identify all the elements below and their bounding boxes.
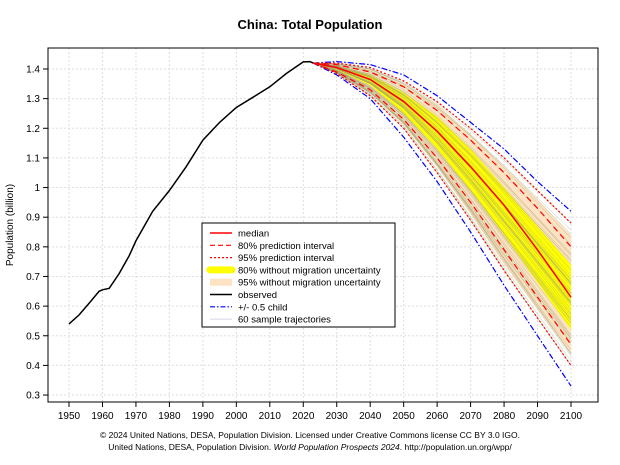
y-tick-label: 0.9 <box>26 213 40 224</box>
legend-label: 80% prediction interval <box>238 241 334 252</box>
footer-line-1: © 2024 United Nations, DESA, Population … <box>100 430 520 440</box>
sample-trajectory <box>313 62 572 355</box>
y-tick-label: 1.1 <box>26 153 40 164</box>
x-tick-label: 1970 <box>125 411 148 422</box>
x-tick-label: 2040 <box>359 411 382 422</box>
x-tick-label: 2000 <box>225 411 248 422</box>
sample-trajectory <box>313 62 572 324</box>
sample-trajectory <box>313 62 572 260</box>
sample-trajectory <box>313 62 572 224</box>
x-tick-label: 1950 <box>58 411 81 422</box>
observed-line <box>68 60 314 325</box>
x-tick-label: 2010 <box>259 411 282 422</box>
median-line <box>313 62 572 298</box>
y-tick-label: 0.3 <box>26 391 40 402</box>
legend-label: median <box>238 229 269 240</box>
chart-title: China: Total Population <box>238 17 383 32</box>
sample-trajectory <box>313 62 572 256</box>
legend-label: 95% prediction interval <box>238 253 334 264</box>
y-tick-label: 0.6 <box>26 302 40 313</box>
y-axis-label: Population (billion) <box>5 184 16 266</box>
y-tick-label: 0.4 <box>26 361 40 372</box>
x-tick-label: 2020 <box>292 411 315 422</box>
sample-trajectory <box>313 62 572 328</box>
y-tick-label: 1.3 <box>26 94 40 105</box>
legend-label: 60 sample trajectories <box>238 315 331 326</box>
sample-trajectory <box>313 62 572 320</box>
x-tick-label: 1980 <box>158 411 181 422</box>
x-tick-label: 2070 <box>459 411 482 422</box>
legend-label: 80% without migration uncertainty <box>238 265 381 276</box>
y-tick-label: 1 <box>34 183 40 194</box>
x-tick-label: 2080 <box>493 411 516 422</box>
x-tick-label: 1990 <box>192 411 215 422</box>
legend-label: observed <box>238 290 277 301</box>
pi80-upper-line <box>313 62 572 248</box>
x-tick-label: 2090 <box>526 411 549 422</box>
pi80-lower-line <box>313 62 572 346</box>
sample-trajectory <box>313 62 572 315</box>
sample-trajectory <box>313 62 572 338</box>
x-tick-label: 2060 <box>426 411 449 422</box>
y-tick-label: 1.4 <box>26 65 40 76</box>
y-tick-label: 0.7 <box>26 272 40 283</box>
footer-line-2: United Nations, DESA, Population Divisio… <box>108 442 512 452</box>
y-tick-label: 0.5 <box>26 331 40 342</box>
legend-box <box>201 222 396 328</box>
x-tick-label: 2030 <box>326 411 349 422</box>
sample-trajectory <box>313 62 572 291</box>
half-child-lower-line <box>313 62 572 387</box>
x-tick-label: 1960 <box>91 411 114 422</box>
y-tick-label: 1.2 <box>26 124 40 135</box>
half-child-upper-line <box>313 60 572 212</box>
pi95-lower-line <box>313 62 572 366</box>
plot-frame <box>47 47 599 403</box>
legend-label: +/- 0.5 child <box>238 302 287 313</box>
x-tick-label: 2100 <box>560 411 583 422</box>
sample-trajectory <box>313 62 572 262</box>
sample-trajectory <box>313 62 572 304</box>
x-tick-label: 2050 <box>393 411 416 422</box>
sample-trajectory <box>313 62 572 262</box>
legend-label: 95% without migration uncertainty <box>238 278 381 289</box>
y-tick-label: 0.8 <box>26 242 40 253</box>
pi95-upper-line <box>313 62 572 224</box>
